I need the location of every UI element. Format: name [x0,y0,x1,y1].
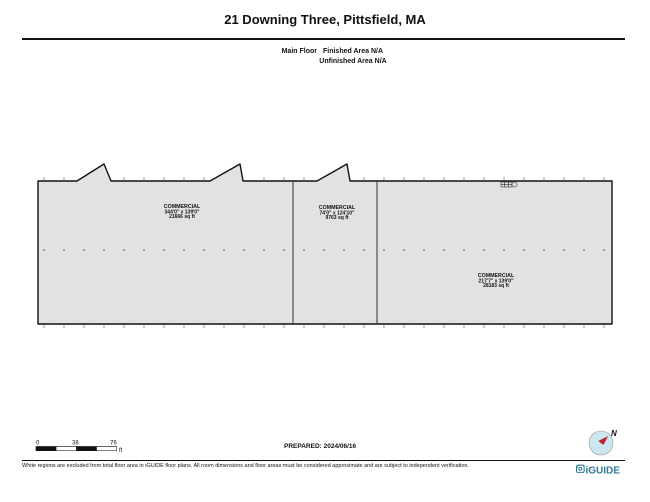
svg-text:38: 38 [72,441,79,447]
svg-text:N: N [611,429,617,438]
svg-text:9763 sq ft: 9763 sq ft [325,215,348,221]
svg-text:iGUIDE: iGUIDE [586,465,621,476]
svg-text:ft: ft [119,448,123,454]
svg-text:21666 sq ft: 21666 sq ft [169,214,195,220]
svg-text:0: 0 [36,441,40,447]
svg-text:76: 76 [110,441,117,447]
svg-text:28183 sq ft: 28183 sq ft [483,283,509,289]
